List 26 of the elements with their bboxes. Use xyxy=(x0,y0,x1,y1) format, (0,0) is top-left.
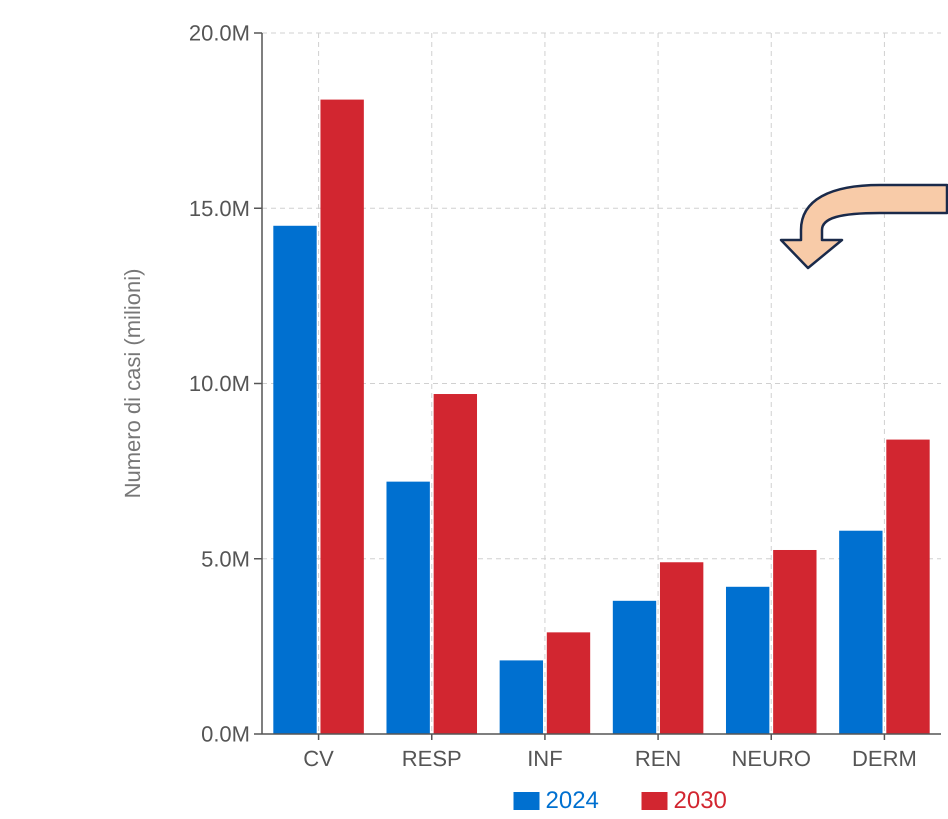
y-tick-label: 5.0M xyxy=(201,546,250,572)
y-tick-label: 0.0M xyxy=(201,722,250,747)
y-tick-label: 20.0M xyxy=(188,20,250,46)
bar xyxy=(386,482,430,734)
bar xyxy=(612,600,656,734)
x-tick-label: INF xyxy=(527,746,563,771)
x-tick-label: DERM xyxy=(852,746,917,771)
bar xyxy=(839,530,883,734)
bar xyxy=(500,660,544,734)
bar xyxy=(546,632,590,734)
bar xyxy=(320,100,364,734)
bar xyxy=(886,440,930,734)
bar xyxy=(273,226,317,734)
bar xyxy=(434,394,478,734)
bar xyxy=(726,586,770,734)
bar xyxy=(773,550,817,734)
legend-label: 2024 xyxy=(546,787,599,814)
x-tick-label: NEURO xyxy=(732,746,811,771)
x-tick-label: CV xyxy=(303,746,334,771)
y-tick-label: 10.0M xyxy=(188,371,250,396)
y-axis-title: Numero di casi (milioni) xyxy=(120,268,145,498)
y-tick-label: 15.0M xyxy=(188,196,250,221)
legend-label: 2030 xyxy=(674,787,727,814)
x-tick-label: REN xyxy=(634,746,682,771)
x-tick-label: RESP xyxy=(402,746,462,771)
bar xyxy=(660,562,704,734)
